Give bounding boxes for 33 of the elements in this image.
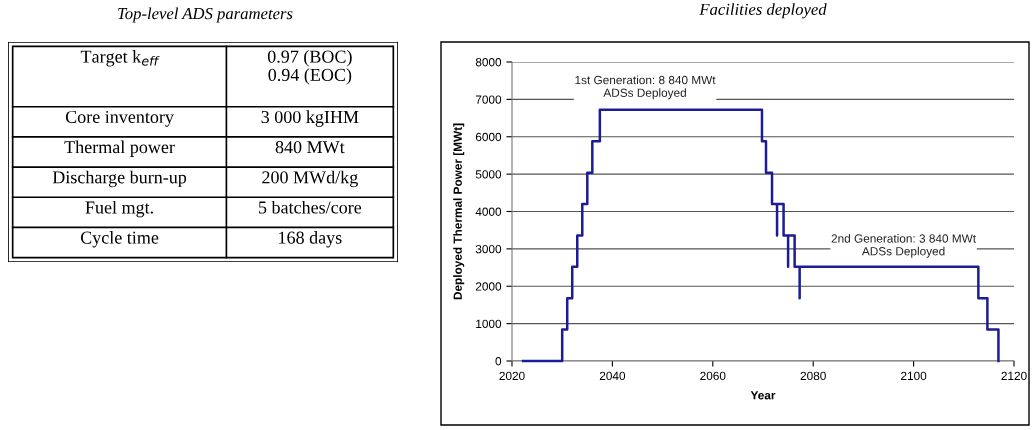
annotation: 1st Generation: 8 840 MWt ADSs Deployed bbox=[575, 75, 716, 100]
text: Fuel mgt. bbox=[85, 200, 153, 218]
text: 200 MWd/kg bbox=[262, 170, 358, 188]
x-tick-label: 2040 bbox=[599, 371, 626, 381]
y-tick-label: 5000 bbox=[475, 170, 502, 179]
text: Cycle time bbox=[80, 231, 159, 248]
x-tick-label: 2100 bbox=[901, 371, 927, 381]
y-tick-label: 2000 bbox=[475, 282, 502, 291]
x-axis-title: Year bbox=[750, 391, 776, 400]
y-axis-title: Deployed Thermal Power [MWt] bbox=[453, 123, 465, 300]
y-tick-label: 4000 bbox=[475, 207, 502, 216]
text: 3 000 kgIHM bbox=[261, 110, 359, 127]
text: Target k$_{eff}$ bbox=[80, 50, 160, 67]
y-tick-label: 7000 bbox=[475, 95, 502, 104]
x-tick-label: 2080 bbox=[800, 371, 826, 381]
text: Discharge burn-up bbox=[52, 170, 187, 188]
x-tick-label: 2060 bbox=[700, 371, 726, 381]
text: Core inventory bbox=[65, 110, 174, 127]
y-tick-label: 0 bbox=[495, 357, 502, 366]
x-tick-label: 2120 bbox=[1001, 371, 1027, 381]
y-tick-label: 1000 bbox=[476, 319, 502, 329]
x-tick-label: 2020 bbox=[499, 371, 525, 381]
text: 0.97 (BOC) 0.94 (EOC) bbox=[267, 50, 352, 85]
text: 168 days bbox=[279, 231, 342, 248]
text: Top-level ADS parameters bbox=[118, 7, 293, 23]
chart-title: Facilities deployed bbox=[699, 3, 827, 19]
y-tick-label: 6000 bbox=[475, 132, 502, 142]
text: Thermal power bbox=[64, 140, 175, 157]
text: 5 batches/core bbox=[259, 200, 362, 214]
y-tick-label: 3000 bbox=[475, 244, 502, 254]
annotation: 2nd Generation: 3 840 MWt ADSs Deployed bbox=[831, 234, 976, 258]
y-tick-label: 8000 bbox=[475, 58, 502, 67]
text: 840 MWt bbox=[275, 141, 345, 154]
